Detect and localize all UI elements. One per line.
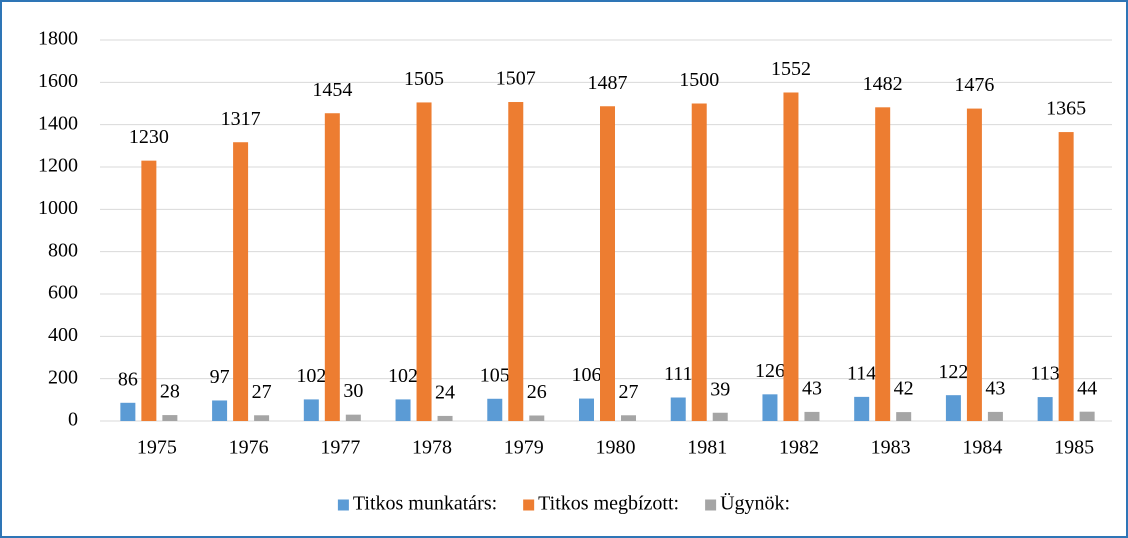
y-tick-label: 1600 (38, 70, 78, 92)
x-tick-label: 1977 (320, 437, 360, 459)
data-label: 1476 (954, 74, 994, 96)
legend-label: Ügynök: (720, 492, 790, 515)
data-label: 1365 (1046, 98, 1086, 120)
y-tick-label: 1800 (38, 28, 78, 50)
bar (254, 415, 270, 421)
data-label: 28 (160, 381, 180, 403)
bar (966, 108, 982, 421)
y-tick-label: 800 (48, 239, 78, 261)
data-label: 126 (755, 360, 785, 382)
bar (345, 414, 361, 421)
bar (212, 400, 228, 421)
legend-swatch (337, 499, 349, 511)
x-tick-label: 1979 (504, 437, 544, 459)
y-tick-label: 600 (48, 282, 78, 304)
legend-swatch (523, 499, 535, 511)
data-label: 1230 (129, 126, 169, 148)
bar (875, 107, 891, 421)
legend-label: Titkos megbízott: (538, 493, 679, 515)
data-label: 1500 (679, 69, 719, 91)
bar (324, 113, 340, 421)
data-label: 86 (118, 368, 138, 390)
x-tick-label: 1980 (596, 437, 636, 459)
x-tick-label: 1981 (687, 437, 727, 459)
bar (579, 398, 594, 421)
data-label: 43 (802, 377, 822, 399)
data-label: 122 (938, 361, 968, 383)
data-label: 1507 (496, 68, 536, 90)
data-label: 114 (847, 362, 876, 384)
bar (487, 398, 503, 421)
bar (508, 102, 524, 421)
bar (529, 415, 545, 421)
bar (896, 412, 912, 421)
bar (804, 411, 820, 421)
bar (945, 395, 961, 421)
y-tick-label: 1000 (38, 197, 78, 219)
x-tick-label: 1978 (412, 437, 452, 459)
legend-swatch (705, 499, 717, 511)
data-label: 97 (210, 366, 230, 388)
bar (395, 399, 411, 421)
data-label: 111 (664, 363, 693, 385)
bar (1079, 411, 1095, 421)
bar (303, 399, 319, 421)
bar (854, 396, 870, 421)
bar (437, 415, 453, 421)
x-tick-label: 1982 (779, 437, 819, 459)
data-label: 102 (388, 365, 418, 387)
y-tick-label: 1400 (38, 112, 78, 134)
y-tick-label: 0 (68, 409, 78, 431)
y-tick-label: 400 (48, 324, 78, 346)
x-tick-label: 1976 (229, 437, 269, 459)
data-label: 44 (1077, 377, 1097, 399)
data-label: 43 (985, 377, 1005, 399)
data-label: 27 (619, 381, 639, 403)
y-tick-label: 1200 (38, 155, 78, 177)
x-tick-label: 1983 (871, 437, 911, 459)
bar (233, 142, 249, 422)
bar (120, 402, 136, 421)
bar (691, 103, 707, 421)
data-label: 1505 (404, 68, 444, 90)
bar (621, 415, 636, 421)
x-tick-label: 1984 (962, 437, 1002, 459)
legend-label: Titkos munkatárs: (353, 493, 497, 515)
bar (1058, 132, 1074, 421)
x-tick-label: 1975 (137, 437, 177, 459)
bar (141, 160, 157, 421)
data-label: 106 (572, 364, 602, 386)
bar (600, 106, 615, 422)
data-label: 1552 (771, 58, 811, 80)
y-tick-label: 200 (48, 366, 78, 388)
bar (762, 394, 778, 421)
data-label: 1454 (312, 79, 352, 101)
bar (783, 92, 799, 421)
data-label: 24 (435, 382, 455, 404)
bar (1037, 397, 1053, 421)
data-label: 102 (296, 365, 326, 387)
data-label: 39 (710, 378, 730, 400)
data-label: 1317 (221, 108, 261, 130)
data-label: 26 (527, 381, 547, 403)
bar (670, 397, 686, 421)
data-label: 1482 (863, 73, 903, 95)
bar (416, 102, 432, 422)
data-label: 27 (252, 381, 272, 403)
data-label: 42 (894, 378, 914, 400)
x-tick-label: 1985 (1054, 437, 1094, 459)
bar (987, 411, 1003, 421)
data-label: 30 (343, 380, 363, 402)
data-label: 1487 (588, 72, 628, 94)
bar (712, 412, 728, 421)
bar (162, 415, 178, 421)
data-label: 113 (1031, 363, 1060, 385)
data-label: 105 (480, 364, 510, 386)
